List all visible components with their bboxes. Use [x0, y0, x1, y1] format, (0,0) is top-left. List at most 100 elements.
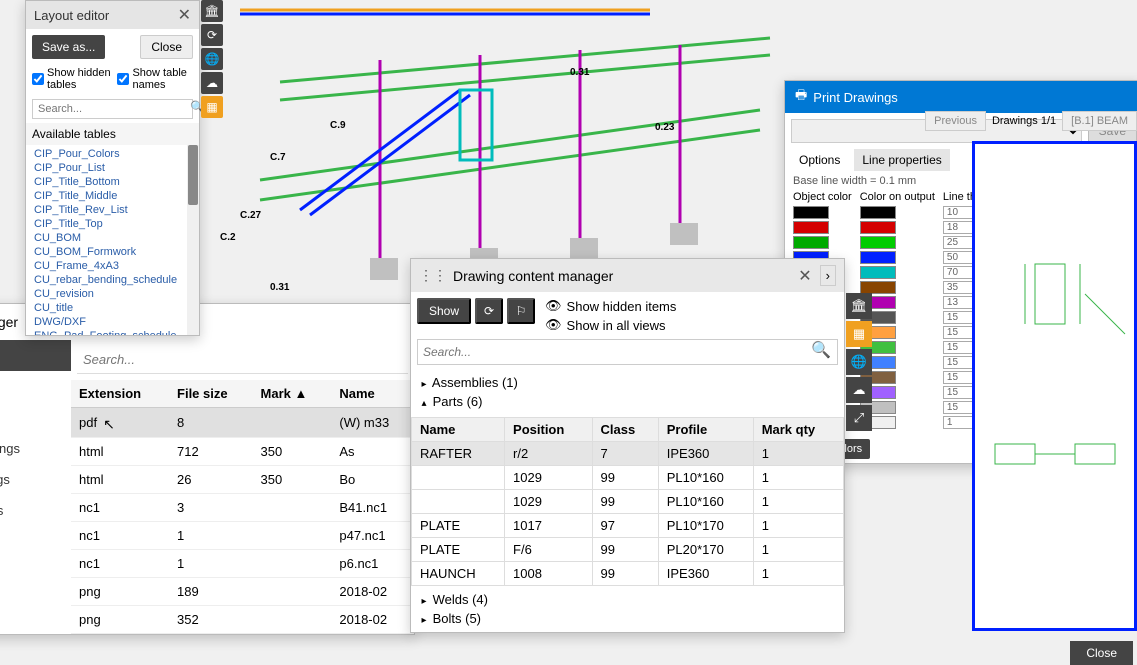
chevron-right-icon[interactable]: › — [820, 265, 836, 286]
table-item[interactable]: CU_rebar_bending_schedule — [26, 273, 199, 287]
archive-icon[interactable]: 🏛 — [846, 293, 872, 319]
table-item[interactable]: CU_BOM_Formwork — [26, 245, 199, 259]
nav-item[interactable]: files — [0, 371, 71, 402]
col-object-color: Object color — [793, 191, 852, 203]
show-button[interactable]: Show — [417, 298, 471, 324]
flag-icon[interactable]: ⚐ — [507, 298, 535, 324]
table-row[interactable]: 102999PL10*1601 — [412, 466, 844, 490]
table-item[interactable]: CU_title — [26, 301, 199, 315]
layout-editor-titlebar[interactable]: Layout editor ✕ — [26, 1, 199, 29]
table-row[interactable]: nc11p47.nc1 — [71, 522, 414, 550]
dcm-search[interactable]: 🔍 — [417, 339, 838, 365]
color-swatch[interactable] — [860, 251, 896, 264]
tree-node[interactable]: ▸ Assemblies (1) — [419, 373, 836, 392]
layout-search[interactable]: 🔍 — [32, 99, 193, 119]
show-table-names-check[interactable]: Show table names — [117, 67, 193, 91]
table-row[interactable]: RAFTERr/27IPE3601 — [412, 442, 844, 466]
show-all-views-label[interactable]: Show in all views — [567, 318, 666, 333]
available-tables-list: CIP_Pour_ColorsCIP_Pour_ListCIP_Title_Bo… — [26, 145, 199, 335]
table-item[interactable]: CU_revision — [26, 287, 199, 301]
layout-search-input[interactable] — [33, 100, 185, 118]
color-swatch[interactable] — [860, 236, 896, 249]
layout-editor-panel: Layout editor ✕ Save as... Close Show hi… — [25, 0, 200, 336]
col-filesize[interactable]: File size — [169, 380, 253, 408]
close-icon[interactable]: ✕ — [798, 266, 811, 286]
tool-cloud-icon[interactable]: ☁ — [201, 72, 223, 94]
color-swatch[interactable] — [793, 221, 829, 234]
tree-node[interactable]: ▴ Parts (6) — [419, 392, 836, 411]
beam-button[interactable]: [B.1] BEAM — [1062, 111, 1137, 131]
document-search-input[interactable] — [77, 346, 408, 373]
close-button[interactable]: Close — [140, 35, 193, 59]
table-item[interactable]: ENG_Pad_Footing_schedule — [26, 329, 199, 335]
dcm-titlebar[interactable]: ⋮⋮ Drawing content manager ✕ › — [411, 259, 844, 292]
table-item[interactable]: CIP_Title_Middle — [26, 189, 199, 203]
nav-item[interactable]: drawings — [0, 402, 71, 433]
print-title[interactable]: 🖶 Print Drawings — [785, 81, 1137, 113]
close-button[interactable]: Close — [1070, 641, 1133, 665]
grid-icon[interactable]: ▦ — [846, 321, 872, 347]
table-row[interactable]: html712350As — [71, 438, 414, 466]
show-hidden-items-label[interactable]: Show hidden items — [567, 299, 677, 314]
nav-item[interactable]: ngle-part drawings — [0, 433, 71, 464]
globe-icon[interactable]: 🌐 — [846, 349, 872, 375]
tool-refresh-icon[interactable]: ⟳ — [201, 24, 223, 46]
show-hidden-tables-check[interactable]: Show hidden tables — [32, 67, 111, 91]
color-swatch[interactable] — [860, 206, 896, 219]
nav-item[interactable]: A drawings — [0, 557, 71, 588]
table-row[interactable]: html26350Bo — [71, 466, 414, 494]
table-item[interactable]: CIP_Pour_List — [26, 161, 199, 175]
table-row[interactable]: png3522018-02 — [71, 606, 414, 634]
previous-button[interactable]: Previous — [925, 111, 986, 131]
table-item[interactable]: CIP_Title_Bottom — [26, 175, 199, 189]
nav-item[interactable]: st unit drawings — [0, 495, 71, 526]
table-row[interactable]: PLATEF/699PL20*1701 — [412, 538, 844, 562]
table-item[interactable]: DWG/DXF — [26, 315, 199, 329]
color-swatch[interactable] — [793, 206, 829, 219]
dcm-search-input[interactable] — [418, 340, 805, 364]
nav-item[interactable]: sembly drawings — [0, 464, 71, 495]
color-swatch[interactable] — [860, 266, 896, 279]
table-row[interactable]: nc13B41.nc1 — [71, 494, 414, 522]
col-mark[interactable]: Mark ▲ — [253, 380, 332, 408]
table-row[interactable]: pdf↖8(W) m33 — [71, 408, 414, 438]
col-name[interactable]: Name — [412, 418, 505, 442]
tree-node[interactable]: ▸ Bolts (5) — [419, 609, 836, 628]
color-swatch[interactable] — [860, 221, 896, 234]
tool-archive-icon[interactable]: 🏛 — [201, 0, 223, 22]
close-icon[interactable]: ✕ — [178, 5, 191, 25]
table-item[interactable]: CU_Frame_4xA3 — [26, 259, 199, 273]
col-markqty[interactable]: Mark qty — [753, 418, 843, 442]
nav-item[interactable]: documents — [0, 340, 71, 371]
table-row[interactable]: 102999PL10*1601 — [412, 490, 844, 514]
table-row[interactable]: HAUNCH100899IPE3601 — [412, 562, 844, 586]
col-name[interactable]: Name — [331, 380, 414, 408]
tree-node[interactable]: ▸ Welds (4) — [419, 590, 836, 609]
tool-highlight-icon[interactable]: ▦ — [201, 96, 223, 118]
anno: 0.23 — [655, 122, 675, 133]
table-row[interactable]: nc11p6.nc1 — [71, 550, 414, 578]
table-row[interactable]: png1892018-02 — [71, 578, 414, 606]
col-position[interactable]: Position — [505, 418, 592, 442]
save-as-button[interactable]: Save as... — [32, 35, 105, 59]
table-item[interactable]: CIP_Pour_Colors — [26, 147, 199, 161]
nav-item[interactable]: ultidrawings — [0, 526, 71, 557]
expand-icon[interactable]: ⤢ — [846, 405, 872, 431]
eye-icon: 👁 — [545, 317, 562, 333]
table-row[interactable]: PLATE101797PL10*1701 — [412, 514, 844, 538]
col-extension[interactable]: Extension — [71, 380, 169, 408]
tab-options[interactable]: Options — [791, 149, 848, 171]
col-class[interactable]: Class — [592, 418, 658, 442]
table-item[interactable]: CIP_Title_Rev_List — [26, 203, 199, 217]
tab-line-properties[interactable]: Line properties — [854, 149, 949, 171]
tool-globe-icon[interactable]: 🌐 — [201, 48, 223, 70]
cloud-icon[interactable]: ☁ — [846, 377, 872, 403]
col-profile[interactable]: Profile — [658, 418, 753, 442]
refresh-icon[interactable]: ⟳ — [475, 298, 503, 324]
scrollbar[interactable] — [187, 145, 199, 335]
parts-table: Name Position Class Profile Mark qty RAF… — [411, 417, 844, 586]
anno: C.9 — [330, 120, 346, 131]
color-swatch[interactable] — [793, 236, 829, 249]
table-item[interactable]: CU_BOM — [26, 231, 199, 245]
table-item[interactable]: CIP_Title_Top — [26, 217, 199, 231]
